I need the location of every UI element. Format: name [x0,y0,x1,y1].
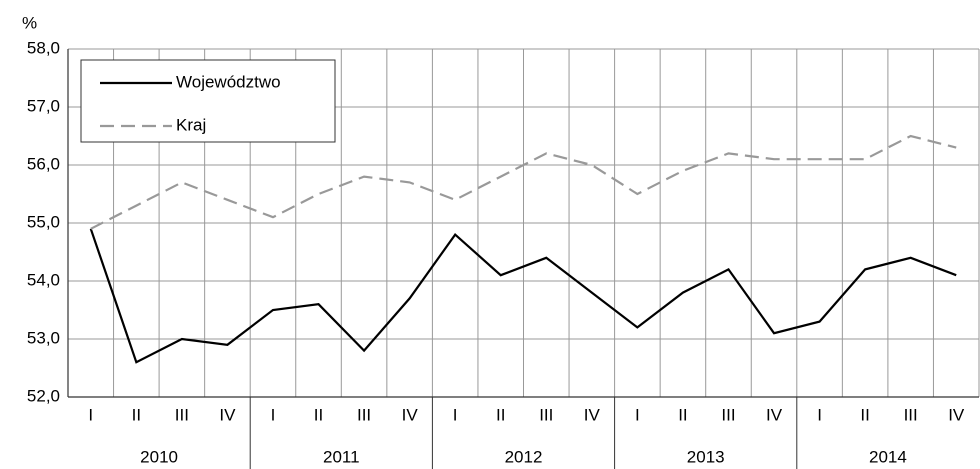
x-tick-label: I [817,405,822,424]
x-tick-label: IV [948,405,965,424]
x-tick-label: IV [219,405,236,424]
group-label: 2014 [869,447,907,466]
x-tick-label: III [904,405,918,424]
x-tick-label: II [860,405,869,424]
legend-label: Województwo [176,72,281,91]
x-tick-label: II [678,405,687,424]
group-label: 2011 [323,447,360,466]
y-tick-label: 54,0 [27,270,60,289]
group-label: 2012 [505,447,543,466]
x-tick-label: III [175,405,189,424]
x-tick-label: II [314,405,323,424]
x-tick-label: IV [766,405,783,424]
y-tick-label: 55,0 [27,212,60,231]
group-label: 2013 [687,447,725,466]
legend-box [80,59,336,143]
y-tick-label: 53,0 [27,328,60,347]
y-tick-label: 56,0 [27,154,60,173]
y-tick-label: 57,0 [27,96,60,115]
x-tick-label: III [357,405,371,424]
x-tick-label: IV [584,405,601,424]
x-tick-label: I [635,405,640,424]
x-tick-label: I [88,405,93,424]
x-tick-label: III [721,405,735,424]
x-tick-label: I [453,405,458,424]
y-unit: % [22,13,37,32]
x-tick-label: II [132,405,141,424]
x-tick-label: II [496,405,505,424]
series-line [90,134,957,230]
x-tick-label: I [271,405,276,424]
legend-label: Kraj [176,115,206,134]
x-tick-label: III [539,405,553,424]
series-line [89,228,957,364]
y-tick-label: 58,0 [27,38,60,57]
group-label: 2010 [140,447,178,466]
x-tick-label: IV [402,405,419,424]
y-tick-label: 52,0 [27,386,60,405]
